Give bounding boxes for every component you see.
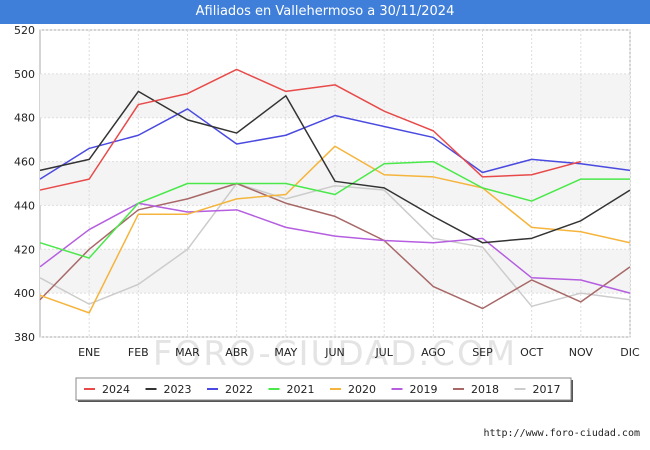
x-tick-label: ENE — [78, 346, 100, 359]
source-url[interactable]: http://www.foro-ciudad.com — [483, 428, 640, 439]
y-tick-label: 480 — [14, 112, 35, 125]
y-tick-label: 420 — [14, 243, 35, 256]
y-axis-ticks: 380 400 420 440 460 480 500 520 — [14, 24, 35, 344]
series-line-2020 — [39, 145, 631, 314]
x-tick-label: FEB — [128, 346, 149, 359]
y-tick-label: 520 — [14, 24, 35, 37]
series-line-2022 — [39, 108, 631, 180]
series-line-2018 — [39, 182, 631, 310]
x-tick-label: MAY — [274, 346, 297, 359]
series-line-2017 — [39, 182, 631, 308]
chart-title: Afiliados en Vallehermoso a 30/11/2024 — [195, 4, 455, 19]
legend-label-2024: 2024 — [102, 383, 130, 396]
title-bar — [0, 0, 650, 24]
legend-label-2023: 2023 — [164, 383, 192, 396]
x-tick-label: OCT — [520, 346, 543, 359]
y-tick-label: 380 — [14, 331, 35, 344]
y-tick-label: 400 — [14, 287, 35, 300]
legend-label-2018: 2018 — [471, 383, 499, 396]
legend-label-2021: 2021 — [287, 383, 315, 396]
legend-box — [75, 377, 572, 401]
watermark: FORO-CIUDAD.COM — [153, 334, 517, 374]
legend: 2024 2023 2022 2021 2020 2019 2018 2017 — [75, 377, 573, 402]
x-tick-label: SEP — [472, 346, 493, 359]
series-line-2024 — [39, 68, 582, 191]
series-line-2023 — [39, 90, 631, 244]
x-tick-label: MAR — [175, 346, 200, 359]
x-tick-label: ABR — [225, 346, 248, 359]
series-lines — [39, 68, 631, 314]
y-tick-label: 500 — [14, 68, 35, 81]
series-line-2021 — [39, 160, 630, 259]
legend-label-2019: 2019 — [410, 383, 438, 396]
x-tick-label: NOV — [569, 346, 594, 359]
legend-label-2020: 2020 — [348, 383, 376, 396]
x-tick-label: DIC — [620, 346, 640, 359]
x-tick-label: JUN — [324, 346, 345, 359]
legend-label-2017: 2017 — [533, 383, 561, 396]
x-tick-label: JUL — [374, 346, 393, 359]
x-tick-label: AGO — [421, 346, 446, 359]
legend-label-2022: 2022 — [225, 383, 253, 396]
legend-items: 2024 2023 2022 2021 2020 2019 2018 2017 — [84, 383, 561, 396]
x-axis-ticks: ENE FEB MAR ABR MAY JUN JUL AGO SEP OCT NOV DIC — [78, 346, 640, 359]
y-tick-label: 440 — [14, 199, 35, 212]
y-tick-label: 460 — [14, 156, 35, 169]
